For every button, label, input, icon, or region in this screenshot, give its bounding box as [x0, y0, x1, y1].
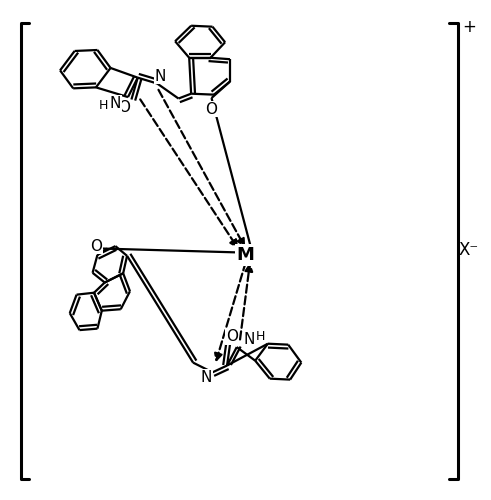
Text: N: N — [155, 68, 166, 84]
Text: O: O — [206, 102, 218, 116]
Text: +: + — [462, 18, 476, 36]
Text: N: N — [244, 332, 255, 347]
Text: O: O — [90, 238, 103, 254]
Text: X⁻: X⁻ — [459, 241, 479, 259]
Text: M: M — [237, 246, 254, 264]
Text: N: N — [109, 96, 121, 111]
Text: H: H — [99, 100, 109, 112]
Text: O: O — [118, 100, 130, 116]
Text: O: O — [226, 329, 238, 344]
Text: N: N — [201, 370, 212, 385]
Text: H: H — [255, 330, 265, 343]
